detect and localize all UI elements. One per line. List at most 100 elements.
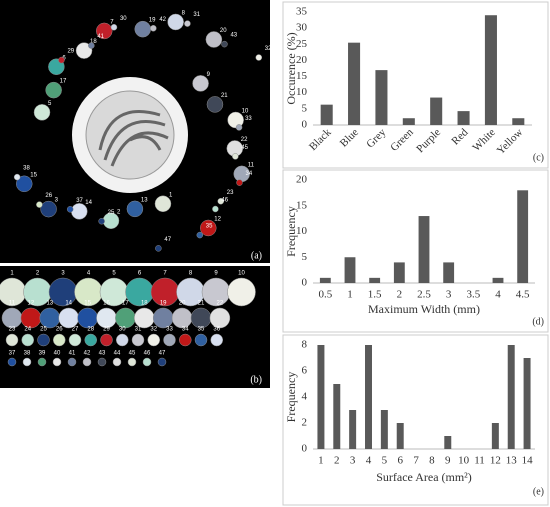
x-axis-title: Maximum Width (mm) bbox=[368, 302, 480, 316]
stone bbox=[68, 333, 82, 347]
stone-number: 18 bbox=[90, 39, 97, 45]
y-tick-label: 4 bbox=[302, 391, 308, 403]
bar bbox=[430, 97, 443, 125]
stone bbox=[210, 333, 223, 347]
stone-number: 37 bbox=[76, 198, 83, 204]
x-tick-label: 4 bbox=[366, 455, 372, 467]
stone-number: 41 bbox=[97, 34, 104, 40]
stone-number: 41 bbox=[69, 351, 76, 357]
chart-frame bbox=[282, 334, 549, 506]
bar bbox=[396, 423, 404, 449]
stone bbox=[255, 54, 263, 61]
stone bbox=[95, 22, 113, 40]
stone-number: 13 bbox=[141, 197, 148, 203]
stone-number: 24 bbox=[24, 327, 31, 333]
y-tick-label: 0 bbox=[302, 119, 308, 131]
stone-number: 19 bbox=[149, 18, 156, 24]
stone-number: 47 bbox=[159, 351, 166, 357]
bar bbox=[491, 423, 499, 449]
stone bbox=[200, 219, 217, 237]
stone bbox=[5, 333, 19, 347]
x-tick-label: Green bbox=[388, 126, 416, 154]
stone-number: 27 bbox=[72, 327, 79, 333]
stone-number: 31 bbox=[193, 12, 200, 18]
stone-number: 22 bbox=[241, 137, 248, 143]
bar bbox=[333, 384, 341, 449]
stone bbox=[206, 96, 224, 113]
y-axis-title: Frequency bbox=[284, 206, 298, 257]
stone bbox=[115, 307, 136, 329]
x-tick-label: 2 bbox=[334, 455, 340, 467]
x-tick-label: 7 bbox=[413, 455, 419, 467]
stone-number: 25 bbox=[40, 327, 47, 333]
stone-number: 7 bbox=[110, 20, 114, 26]
y-tick-label: 2 bbox=[302, 417, 308, 429]
stone bbox=[98, 217, 105, 225]
x-tick-label: Yellow bbox=[495, 126, 526, 157]
stone bbox=[112, 357, 122, 367]
stone bbox=[131, 333, 145, 347]
stone-number: 19 bbox=[160, 301, 167, 307]
y-axis-title: Occurence (%) bbox=[284, 32, 298, 104]
x-tick-label: 3 bbox=[446, 289, 452, 301]
stone bbox=[155, 245, 162, 252]
stone-number: 3 bbox=[55, 198, 59, 204]
stone-number: 11 bbox=[9, 301, 16, 307]
y-tick-label: 20 bbox=[296, 174, 308, 186]
stone-number: 33 bbox=[166, 327, 173, 333]
bar bbox=[517, 190, 529, 283]
stone-number: 1 bbox=[10, 271, 14, 277]
y-tick-label: 8 bbox=[302, 339, 308, 351]
stone-number: 37 bbox=[9, 351, 16, 357]
stone bbox=[212, 205, 219, 213]
x-tick-label: 1 bbox=[347, 289, 353, 301]
stone-number: 38 bbox=[23, 166, 30, 172]
stone bbox=[125, 277, 154, 307]
stone-number: 28 bbox=[87, 327, 94, 333]
x-tick-label: 11 bbox=[474, 455, 485, 467]
y-tick-label: 35 bbox=[296, 6, 308, 18]
y-tick-label: 10 bbox=[296, 86, 308, 98]
stone-number: 10 bbox=[242, 109, 249, 115]
stone-number: 36 bbox=[213, 327, 220, 333]
stone-number: 22 bbox=[217, 301, 224, 307]
x-tick-label: Blue bbox=[338, 126, 361, 149]
stone bbox=[39, 307, 61, 329]
chart-frame bbox=[282, 1, 549, 169]
stone bbox=[163, 333, 176, 347]
stone-number: 5 bbox=[48, 101, 52, 107]
stone bbox=[37, 333, 50, 347]
stone bbox=[126, 200, 144, 218]
stone-number: 12 bbox=[28, 301, 35, 307]
panel-label: (b) bbox=[250, 374, 262, 385]
x-tick-label: 2 bbox=[397, 289, 403, 301]
x-tick-label: Grey bbox=[364, 126, 388, 150]
stone-number: 21 bbox=[198, 301, 205, 307]
x-tick-label: 3 bbox=[350, 455, 356, 467]
stone-number: 11 bbox=[248, 162, 255, 168]
bar bbox=[348, 42, 361, 125]
stone-number: 15 bbox=[84, 301, 91, 307]
y-tick-label: 20 bbox=[296, 54, 308, 66]
stone bbox=[52, 357, 62, 367]
x-axis-title: Surface Area (mm²) bbox=[376, 470, 472, 484]
stone bbox=[33, 104, 51, 121]
stone bbox=[179, 333, 192, 347]
bar bbox=[523, 358, 531, 449]
x-tick-label: Black bbox=[307, 126, 334, 153]
stone bbox=[221, 40, 228, 48]
stone-number: 18 bbox=[141, 301, 148, 307]
stone bbox=[96, 307, 117, 329]
bar bbox=[443, 262, 455, 283]
stone-number: 32 bbox=[265, 46, 272, 52]
stone bbox=[227, 111, 244, 129]
stone-number: 10 bbox=[238, 271, 245, 277]
panel-label: (a) bbox=[251, 250, 262, 261]
stone bbox=[236, 179, 243, 186]
stone bbox=[190, 307, 212, 329]
stone-number: 23 bbox=[227, 190, 234, 196]
stone-number: 26 bbox=[45, 193, 52, 199]
x-tick-label: 4.5 bbox=[516, 289, 530, 301]
stone-number: 30 bbox=[120, 16, 127, 22]
x-tick-label: 2.5 bbox=[417, 289, 431, 301]
